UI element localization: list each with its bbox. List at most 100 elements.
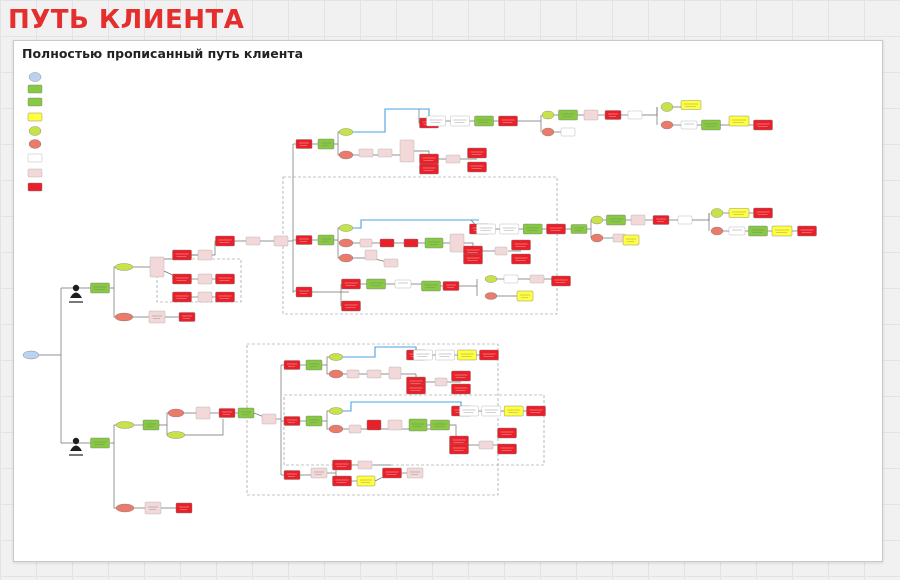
flow-node[interactable]	[218, 408, 236, 418]
flow-node[interactable]	[753, 207, 773, 219]
flow-node[interactable]	[728, 208, 750, 218]
flow-node[interactable]	[558, 109, 578, 121]
flow-node[interactable]	[388, 366, 402, 380]
flow-node[interactable]	[346, 369, 360, 379]
flow-node[interactable]	[358, 148, 374, 158]
flow-node[interactable]	[332, 459, 352, 471]
flow-node[interactable]	[479, 349, 499, 361]
flow-node[interactable]	[497, 443, 517, 455]
flow-node[interactable]	[627, 110, 643, 120]
flow-node[interactable]	[295, 235, 313, 245]
flow-node[interactable]	[451, 383, 471, 395]
flow-node[interactable]	[622, 234, 640, 246]
flow-node[interactable]	[366, 369, 382, 379]
legend-swatch[interactable]	[27, 97, 43, 107]
flow-node[interactable]	[606, 214, 626, 226]
legend-swatch[interactable]	[27, 153, 43, 163]
flow-node[interactable]	[449, 443, 469, 455]
flow-node[interactable]	[178, 312, 196, 322]
flow-node[interactable]	[406, 383, 426, 395]
flow-node[interactable]	[197, 249, 213, 261]
flow-node[interactable]	[295, 286, 313, 298]
flow-node[interactable]	[710, 208, 724, 218]
flow-node[interactable]	[364, 249, 378, 261]
flow-node[interactable]	[551, 275, 571, 287]
flow-node[interactable]	[710, 226, 724, 236]
flow-node[interactable]	[481, 405, 502, 417]
flow-node[interactable]	[529, 274, 545, 284]
flow-node[interactable]	[261, 413, 277, 425]
flow-node[interactable]	[90, 282, 110, 294]
flow-node[interactable]	[399, 139, 415, 163]
flow-node[interactable]	[328, 424, 344, 434]
flow-node[interactable]	[197, 273, 213, 285]
flow-node[interactable]	[215, 235, 235, 247]
flow-node[interactable]	[172, 249, 192, 261]
flow-node[interactable]	[357, 460, 373, 470]
flow-node[interactable]	[467, 147, 487, 159]
flow-node[interactable]	[421, 280, 441, 292]
flow-node[interactable]	[144, 501, 162, 515]
flow-node[interactable]	[478, 440, 494, 450]
flow-node[interactable]	[560, 127, 576, 137]
flow-node[interactable]	[167, 408, 185, 418]
flow-node[interactable]	[497, 427, 517, 439]
flow-node[interactable]	[295, 139, 313, 149]
flow-node[interactable]	[419, 163, 439, 175]
flow-node[interactable]	[245, 236, 261, 246]
flow-node[interactable]	[283, 416, 301, 426]
flow-node[interactable]	[728, 226, 746, 236]
flow-node[interactable]	[516, 290, 534, 302]
flow-node[interactable]	[660, 102, 674, 112]
flow-node[interactable]	[305, 359, 323, 371]
flow-node[interactable]	[503, 274, 519, 284]
flow-node[interactable]	[387, 419, 403, 431]
flow-node[interactable]	[419, 153, 439, 165]
flow-node[interactable]	[522, 223, 543, 235]
flow-node[interactable]	[328, 353, 344, 361]
flow-node[interactable]	[459, 405, 479, 417]
flow-node[interactable]	[660, 120, 674, 130]
flow-node[interactable]	[341, 278, 361, 290]
flow-node[interactable]	[748, 225, 768, 237]
flow-node[interactable]	[332, 475, 352, 487]
flow-node[interactable]	[771, 225, 793, 237]
flow-node[interactable]	[197, 291, 213, 303]
flow-node[interactable]	[680, 100, 702, 110]
flow-node[interactable]	[383, 258, 399, 268]
flow-node[interactable]	[590, 233, 604, 243]
flow-node[interactable]	[604, 110, 622, 120]
flow-node[interactable]	[115, 421, 135, 429]
flow-node[interactable]	[541, 127, 555, 137]
flow-node[interactable]	[379, 238, 395, 248]
flow-node[interactable]	[430, 419, 450, 431]
flow-node[interactable]	[408, 418, 428, 432]
flow-node[interactable]	[338, 224, 354, 232]
flow-node[interactable]	[494, 246, 508, 256]
flow-node[interactable]	[366, 419, 382, 431]
flow-node[interactable]	[338, 238, 354, 248]
flow-node[interactable]	[148, 310, 166, 324]
flow-node[interactable]	[114, 312, 134, 322]
flow-node[interactable]	[215, 273, 235, 285]
flow-node[interactable]	[680, 120, 698, 130]
flow-node[interactable]	[463, 253, 483, 265]
flow-node[interactable]	[570, 224, 588, 234]
flow-node[interactable]	[317, 234, 335, 246]
flow-node[interactable]	[449, 233, 465, 253]
flow-node[interactable]	[435, 349, 455, 361]
flow-node[interactable]	[305, 415, 323, 427]
flow-node[interactable]	[377, 148, 393, 158]
flow-node[interactable]	[348, 424, 362, 434]
flow-node[interactable]	[338, 253, 354, 263]
flow-node[interactable]	[90, 437, 110, 449]
flow-node[interactable]	[172, 273, 192, 285]
flow-node[interactable]	[175, 502, 193, 514]
flow-node[interactable]	[426, 115, 446, 127]
flow-node[interactable]	[142, 419, 160, 431]
flow-node[interactable]	[328, 407, 344, 415]
legend-swatch[interactable]	[27, 112, 43, 122]
flow-node[interactable]	[172, 291, 192, 303]
flow-node[interactable]	[115, 503, 135, 513]
flow-node[interactable]	[22, 350, 40, 360]
